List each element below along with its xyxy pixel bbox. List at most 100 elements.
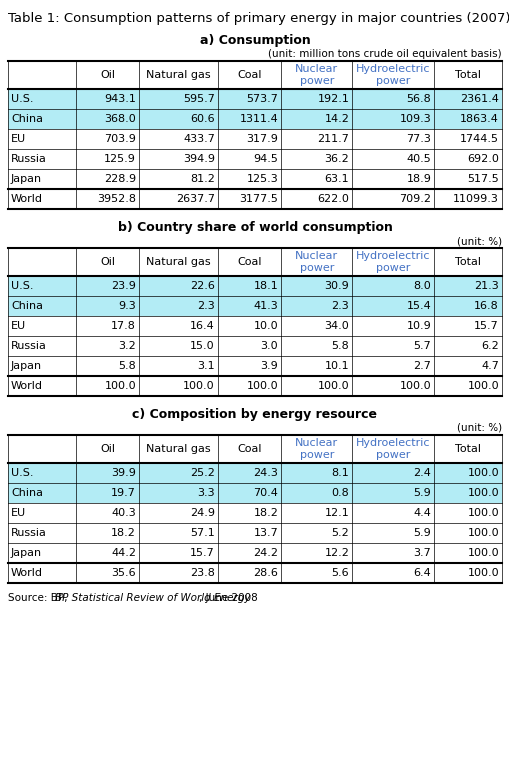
Bar bbox=[217, 61, 280, 89]
Bar bbox=[76, 563, 139, 583]
Text: 5.2: 5.2 bbox=[331, 528, 349, 538]
Text: 94.5: 94.5 bbox=[253, 154, 278, 164]
Text: 23.9: 23.9 bbox=[111, 281, 136, 291]
Text: 57.1: 57.1 bbox=[190, 528, 214, 538]
Text: 211.7: 211.7 bbox=[317, 134, 349, 144]
Text: Nuclear
power: Nuclear power bbox=[295, 438, 337, 460]
Text: BP Statistical Review of World Energy: BP Statistical Review of World Energy bbox=[54, 593, 250, 603]
Bar bbox=[433, 189, 501, 209]
Text: 100.0: 100.0 bbox=[104, 381, 136, 391]
Bar bbox=[139, 483, 217, 503]
Text: 1744.5: 1744.5 bbox=[459, 134, 498, 144]
Text: 100.0: 100.0 bbox=[466, 528, 498, 538]
Text: 5.9: 5.9 bbox=[413, 528, 431, 538]
Bar bbox=[8, 189, 76, 209]
Bar bbox=[8, 169, 76, 189]
Bar bbox=[352, 523, 433, 543]
Bar bbox=[352, 503, 433, 523]
Text: 4.7: 4.7 bbox=[480, 361, 498, 371]
Bar bbox=[8, 316, 76, 336]
Text: 40.5: 40.5 bbox=[406, 154, 431, 164]
Text: 2.4: 2.4 bbox=[413, 468, 431, 478]
Text: 1863.4: 1863.4 bbox=[459, 114, 498, 124]
Bar bbox=[433, 483, 501, 503]
Text: 18.2: 18.2 bbox=[111, 528, 136, 538]
Bar bbox=[280, 109, 352, 129]
Bar bbox=[8, 483, 76, 503]
Bar bbox=[76, 109, 139, 129]
Text: U.S.: U.S. bbox=[11, 468, 34, 478]
Text: 24.9: 24.9 bbox=[189, 508, 214, 518]
Bar bbox=[76, 189, 139, 209]
Text: U.S.: U.S. bbox=[11, 281, 34, 291]
Bar bbox=[217, 189, 280, 209]
Bar bbox=[139, 463, 217, 483]
Text: c) Composition by energy resource: c) Composition by energy resource bbox=[132, 408, 377, 421]
Bar bbox=[352, 248, 433, 276]
Text: 703.9: 703.9 bbox=[104, 134, 136, 144]
Text: 70.4: 70.4 bbox=[253, 488, 278, 498]
Text: b) Country share of world consumption: b) Country share of world consumption bbox=[118, 221, 391, 234]
Bar bbox=[217, 276, 280, 296]
Bar bbox=[8, 89, 76, 109]
Text: 100.0: 100.0 bbox=[317, 381, 349, 391]
Bar bbox=[8, 356, 76, 376]
Text: 100.0: 100.0 bbox=[466, 468, 498, 478]
Text: 41.3: 41.3 bbox=[253, 301, 278, 311]
Bar bbox=[76, 503, 139, 523]
Bar bbox=[139, 316, 217, 336]
Bar bbox=[76, 276, 139, 296]
Bar bbox=[8, 463, 76, 483]
Bar bbox=[433, 316, 501, 336]
Text: 10.9: 10.9 bbox=[406, 321, 431, 331]
Bar bbox=[76, 336, 139, 356]
Bar bbox=[217, 356, 280, 376]
Text: Oil: Oil bbox=[100, 257, 115, 267]
Bar bbox=[139, 109, 217, 129]
Text: 17.8: 17.8 bbox=[111, 321, 136, 331]
Text: 16.8: 16.8 bbox=[473, 301, 498, 311]
Bar bbox=[139, 129, 217, 149]
Text: 4.4: 4.4 bbox=[413, 508, 431, 518]
Text: 100.0: 100.0 bbox=[466, 508, 498, 518]
Bar bbox=[352, 129, 433, 149]
Text: Coal: Coal bbox=[237, 444, 261, 454]
Text: 6.4: 6.4 bbox=[413, 568, 431, 578]
Bar bbox=[352, 109, 433, 129]
Bar bbox=[139, 296, 217, 316]
Bar bbox=[352, 435, 433, 463]
Text: 16.4: 16.4 bbox=[190, 321, 214, 331]
Bar bbox=[139, 376, 217, 396]
Text: 22.6: 22.6 bbox=[189, 281, 214, 291]
Bar bbox=[280, 149, 352, 169]
Bar bbox=[139, 336, 217, 356]
Bar bbox=[76, 356, 139, 376]
Text: 100.0: 100.0 bbox=[399, 381, 431, 391]
Text: Russia: Russia bbox=[11, 154, 47, 164]
Bar bbox=[280, 435, 352, 463]
Bar bbox=[8, 61, 76, 89]
Bar bbox=[76, 483, 139, 503]
Text: 3.7: 3.7 bbox=[413, 548, 431, 558]
Text: Natural gas: Natural gas bbox=[146, 444, 210, 454]
Text: 2.3: 2.3 bbox=[196, 301, 214, 311]
Bar bbox=[76, 129, 139, 149]
Text: 5.9: 5.9 bbox=[413, 488, 431, 498]
Text: 100.0: 100.0 bbox=[466, 568, 498, 578]
Bar bbox=[352, 356, 433, 376]
Bar bbox=[139, 503, 217, 523]
Text: 394.9: 394.9 bbox=[183, 154, 214, 164]
Text: 100.0: 100.0 bbox=[246, 381, 278, 391]
Bar bbox=[8, 129, 76, 149]
Text: 5.8: 5.8 bbox=[331, 341, 349, 351]
Bar bbox=[139, 356, 217, 376]
Bar bbox=[217, 89, 280, 109]
Bar bbox=[433, 169, 501, 189]
Text: 9.3: 9.3 bbox=[118, 301, 136, 311]
Bar bbox=[280, 296, 352, 316]
Text: 692.0: 692.0 bbox=[466, 154, 498, 164]
Text: 25.2: 25.2 bbox=[189, 468, 214, 478]
Bar bbox=[280, 523, 352, 543]
Text: 8.1: 8.1 bbox=[331, 468, 349, 478]
Bar bbox=[76, 89, 139, 109]
